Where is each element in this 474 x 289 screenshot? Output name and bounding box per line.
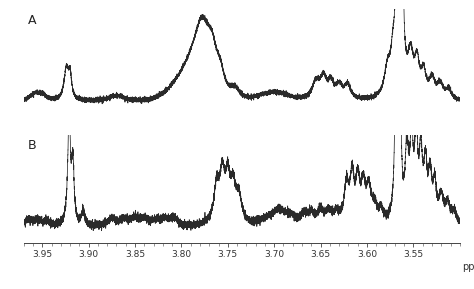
Text: A: A (28, 14, 36, 27)
Text: ppm: ppm (462, 262, 474, 272)
Text: B: B (28, 139, 36, 152)
